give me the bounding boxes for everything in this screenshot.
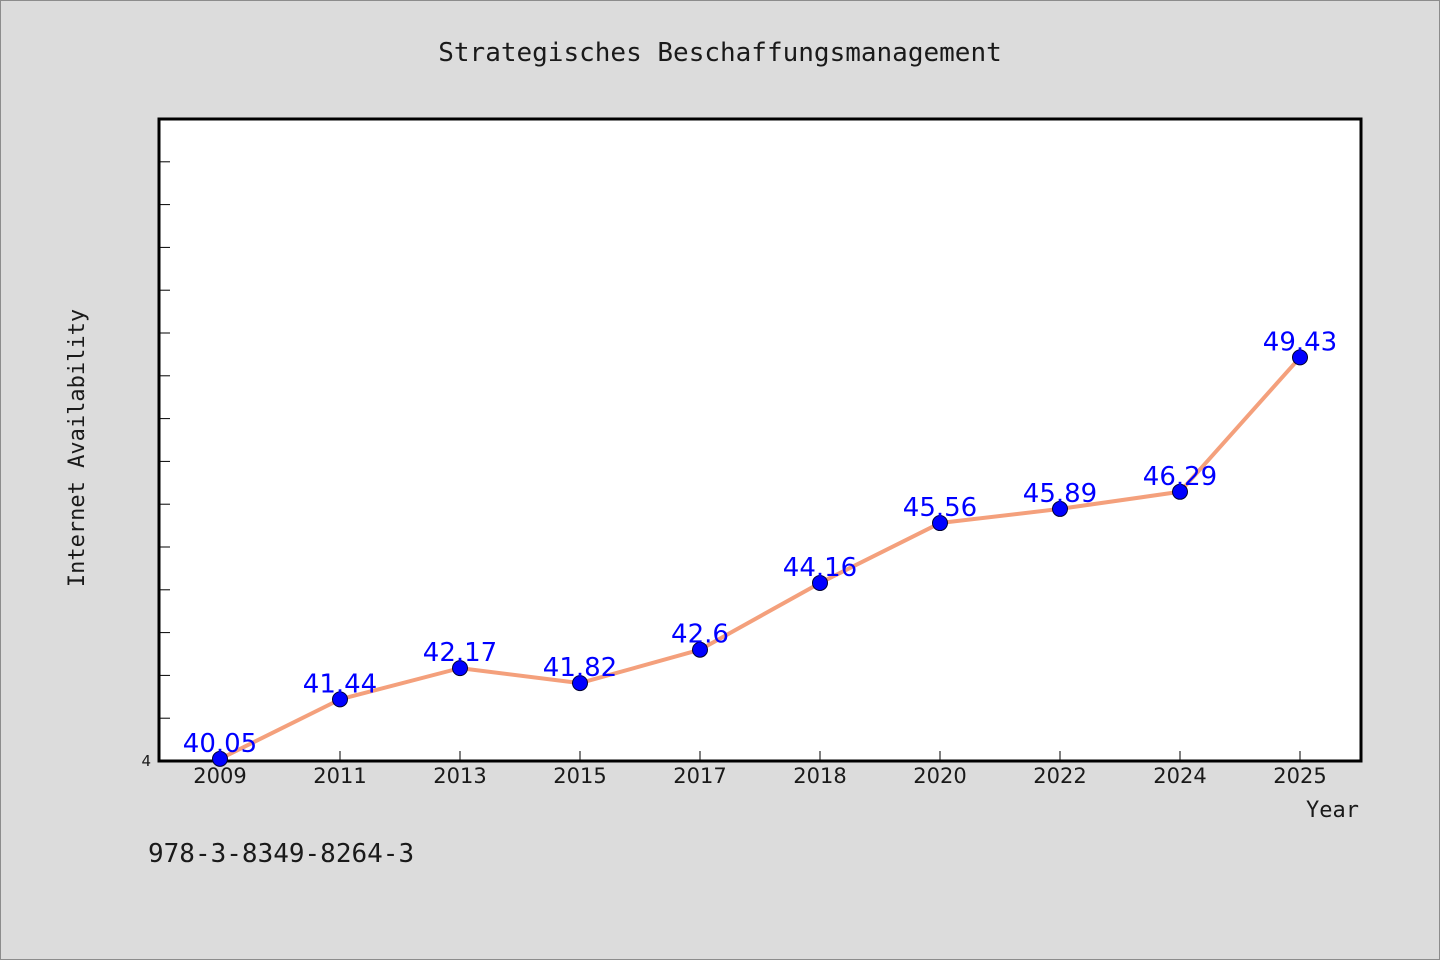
data-point [212,750,228,767]
x-tick-label: 2015 [553,764,606,788]
data-label: 45.89 [1023,479,1097,509]
x-tick-label: 2017 [673,764,726,788]
data-label: 44.16 [783,553,857,583]
data-label: 49.43 [1263,327,1337,357]
data-point [812,574,828,591]
x-tick-label: 2020 [913,764,966,788]
series-line [218,355,1302,761]
y-axis-label: Internet Availability [65,309,90,587]
data-point [692,641,708,658]
data-label: 46.29 [1143,462,1217,492]
y-axis-ticks [160,161,170,719]
data-point [932,515,948,532]
x-tick-label: 2024 [1153,764,1206,788]
x-tick-label: 2011 [313,764,366,788]
x-tick-label: 2018 [793,764,846,788]
data-point [1052,500,1068,517]
x-tick-label: 2013 [433,764,486,788]
chart-title: Strategisches Beschaffungsmanagement [438,38,1002,68]
x-tick-label: 2022 [1033,764,1086,788]
data-point [332,691,348,708]
x-axis-ticks: 2009 2011 2013 2015 2017 2018 2020 2022 2024 2025 [193,751,1327,788]
data-label: 45.56 [903,493,977,523]
data-point [572,675,588,692]
data-point [1292,349,1308,366]
data-label: 42.6 [671,620,729,650]
x-tick-label: 2025 [1273,764,1326,788]
data-label: 41.44 [303,669,377,699]
data-label: 42.17 [423,638,497,668]
footer-isbn: 978-3-8349-8264-3 [148,839,414,869]
data-label: 41.82 [543,653,617,683]
y-tick-label: 4 [141,752,151,770]
x-tick-label: 2009 [193,764,246,788]
data-label: 40.05 [183,729,257,759]
series-group: 40.05 41.44 42.17 41.82 42.6 44.16 45.56 45.89 4… [183,327,1337,767]
data-point [452,660,468,677]
x-axis-label: Year [1306,798,1359,823]
plot-area [157,117,1363,763]
data-point [1172,483,1188,500]
